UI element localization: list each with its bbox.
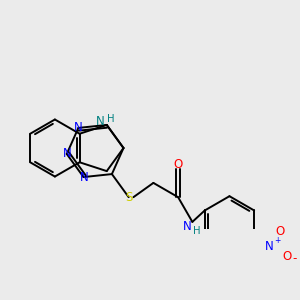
Text: N: N	[265, 240, 273, 253]
Text: S: S	[125, 191, 132, 204]
Text: N: N	[96, 115, 105, 128]
Text: N: N	[183, 220, 192, 233]
Text: H: H	[193, 226, 200, 236]
Text: O: O	[282, 250, 292, 262]
Text: H: H	[106, 114, 114, 124]
Text: N: N	[63, 148, 72, 160]
Text: O: O	[276, 225, 285, 238]
Text: O: O	[173, 158, 183, 171]
Text: N: N	[80, 171, 89, 184]
Text: N: N	[74, 122, 82, 134]
Text: -: -	[292, 252, 297, 265]
Text: +: +	[274, 236, 280, 245]
